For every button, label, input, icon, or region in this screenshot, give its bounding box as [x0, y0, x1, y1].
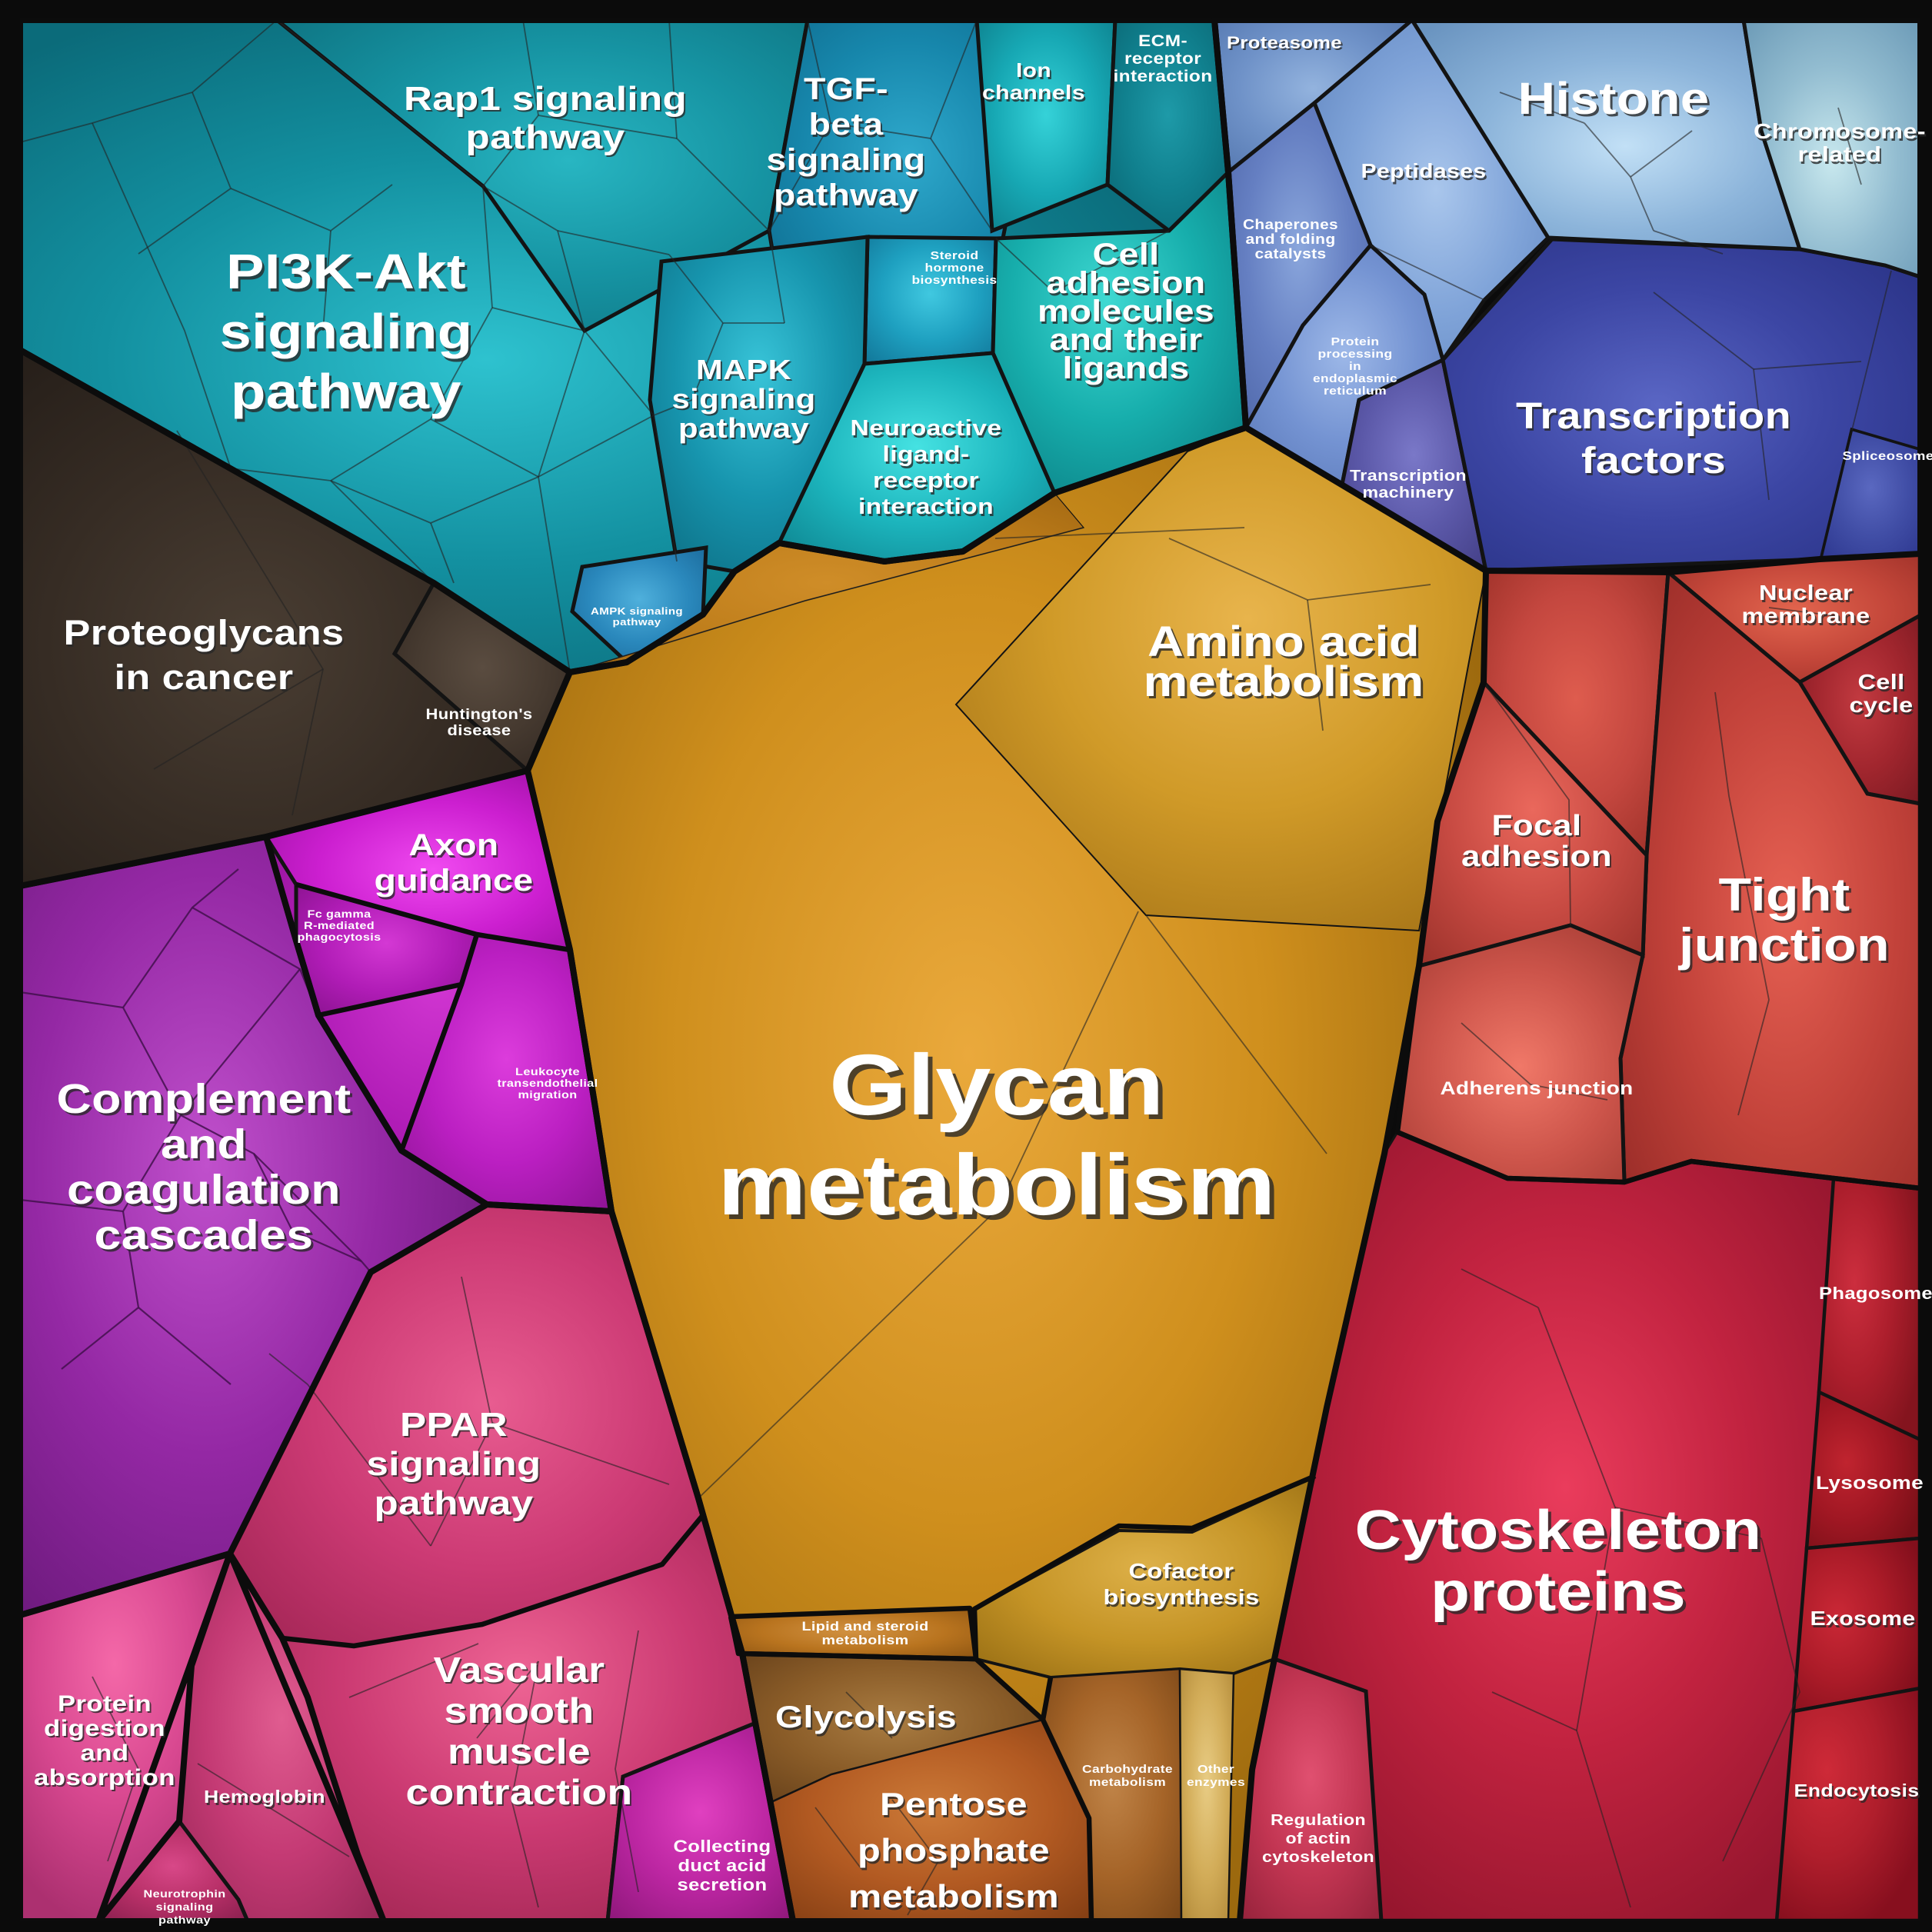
svg-text:Chromosome-related: Chromosome-related [1754, 119, 1926, 166]
svg-text:Endocytosis: Endocytosis [1794, 1780, 1920, 1800]
svg-text:Hemoglobin: Hemoglobin [204, 1787, 325, 1807]
svg-text:Spliceosome: Spliceosome [1843, 450, 1932, 463]
svg-text:Chromosome-related: Chromosome-related [1755, 122, 1927, 168]
svg-text:Exosome: Exosome [1812, 1609, 1917, 1632]
svg-text:Hemoglobin: Hemoglobin [205, 1789, 327, 1809]
svg-text:Glycolysis: Glycolysis [775, 1700, 957, 1734]
svg-text:Glycolysis: Glycolysis [777, 1703, 958, 1737]
svg-text:Lysosome: Lysosome [1816, 1473, 1924, 1494]
svg-text:Peptidases: Peptidases [1363, 162, 1488, 185]
svg-text:Peptidases: Peptidases [1361, 159, 1487, 182]
svg-text:Adherens junction: Adherens junction [1441, 1078, 1634, 1099]
svg-text:Histone: Histone [1518, 74, 1710, 124]
svg-text:Exosome: Exosome [1810, 1607, 1916, 1630]
svg-text:Proteasome: Proteasome [1227, 33, 1342, 52]
svg-text:Phagosome: Phagosome [1819, 1284, 1932, 1303]
svg-text:Endocytosis: Endocytosis [1796, 1783, 1921, 1803]
svg-text:Proteasome: Proteasome [1228, 35, 1344, 54]
svg-text:Histone: Histone [1521, 76, 1712, 126]
